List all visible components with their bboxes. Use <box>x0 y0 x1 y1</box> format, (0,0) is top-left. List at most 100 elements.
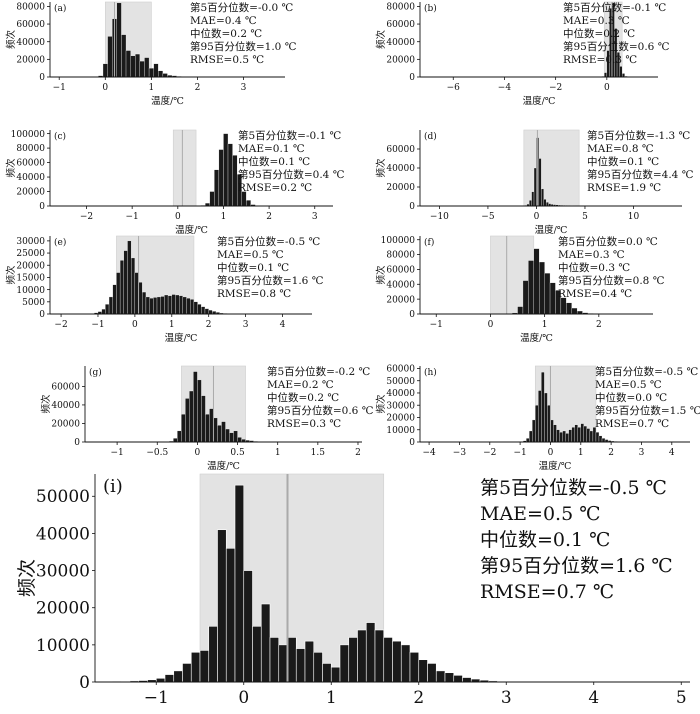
y-tick-label: 20000 <box>386 183 415 193</box>
histogram-bar <box>357 629 367 683</box>
y-tick-label: 25000 <box>16 249 45 259</box>
histogram-bar <box>586 428 591 443</box>
histogram-bar <box>252 625 262 683</box>
histogram-bar <box>533 248 540 315</box>
x-tick-label: 2 <box>355 448 361 458</box>
histogram-bar <box>158 70 164 78</box>
histogram-bar <box>218 149 224 207</box>
histogram-bar <box>142 291 147 315</box>
x-tick-label: 2 <box>195 83 201 93</box>
x-axis-label: 温度/℃ <box>151 95 184 107</box>
panel-label: (e) <box>54 237 66 248</box>
stat-line: MAE=0.3 ℃ <box>563 15 630 27</box>
x-tick-label: −4 <box>422 448 436 458</box>
histogram-bar <box>517 306 524 315</box>
y-tick-label: 40000 <box>386 280 415 290</box>
histogram-bar <box>462 677 472 683</box>
histogram-bar <box>595 432 600 443</box>
y-tick-label: 60000 <box>386 266 415 276</box>
stat-line: 第5百分位数=-0.0 ℃ <box>190 1 294 14</box>
histogram-bar <box>348 637 358 683</box>
y-tick-label: 20000 <box>386 414 415 424</box>
x-tick-label: 0 <box>548 448 554 458</box>
histogram-bar <box>559 432 563 443</box>
x-tick-label: 1 <box>169 320 175 330</box>
histogram-bar <box>102 63 108 78</box>
y-tick-label: 40000 <box>16 38 45 48</box>
histogram-bar <box>243 570 253 683</box>
histogram-bar <box>105 304 110 315</box>
y-tick-label: 10000 <box>386 426 415 436</box>
histogram-bar <box>427 663 437 683</box>
histogram-bar <box>622 73 625 78</box>
stat-line: 中位数=0.2 ℃ <box>190 27 262 40</box>
y-axis-label: 频次 <box>375 30 387 50</box>
panel-label: (h) <box>424 367 437 378</box>
x-tick-label: 3 <box>241 83 247 93</box>
histogram-bar <box>201 306 206 315</box>
histogram-bar <box>365 622 376 683</box>
y-tick-label: 0 <box>409 202 415 212</box>
histogram-bar <box>444 672 455 683</box>
histogram-bar <box>208 309 213 315</box>
y-tick-label: 20000 <box>16 261 45 271</box>
histogram-bar <box>121 34 127 78</box>
y-axis-label: 频次 <box>5 30 17 50</box>
histogram-bar <box>574 424 578 443</box>
histogram-bar <box>123 250 128 315</box>
histogram-bar <box>119 260 124 315</box>
stat-line: 第5百分位数=0.0 ℃ <box>558 235 658 248</box>
histogram-bar <box>199 650 210 683</box>
stat-line: 中位数=0.0 ℃ <box>595 391 667 404</box>
panel-label: (i) <box>103 476 123 497</box>
histogram-bar <box>197 379 202 443</box>
histogram-bar <box>541 371 545 443</box>
histogram-bar <box>221 421 226 443</box>
histogram-bar <box>453 675 463 683</box>
y-tick-label: 80000 <box>386 251 415 261</box>
histogram-bar <box>583 425 588 443</box>
x-tick-label: 10 <box>628 212 640 222</box>
y-tick-label: 40000 <box>386 164 415 174</box>
stat-line: 第95百分位数=0.6 ℃ <box>563 40 670 53</box>
histogram-bar <box>529 430 533 443</box>
histogram-bar <box>532 419 536 443</box>
histogram-bar <box>130 55 136 78</box>
panel-label: (b) <box>424 3 437 14</box>
stat-line: MAE=0.3 ℃ <box>558 249 625 261</box>
histogram-bar <box>601 438 606 443</box>
y-tick-label: 20000 <box>386 56 415 66</box>
stat-line: 第5百分位数=-0.2 ℃ <box>267 365 371 378</box>
y-tick-label: 10000 <box>16 286 45 296</box>
x-tick-label: −10 <box>430 212 449 222</box>
histogram-bar <box>127 240 132 315</box>
histogram-bar <box>229 432 234 443</box>
histogram-bar <box>217 425 222 443</box>
x-tick-label: −3 <box>453 448 467 458</box>
y-tick-label: 30000 <box>386 401 415 411</box>
histogram-bar <box>232 155 238 207</box>
histogram-bar <box>181 414 186 443</box>
histogram-bar <box>529 200 532 207</box>
histogram-bar <box>164 294 169 315</box>
histogram-bar <box>205 414 210 443</box>
stat-line: 中位数=0.2 ℃ <box>563 27 635 40</box>
panel-a <box>47 1 285 80</box>
y-tick-label: 40000 <box>386 389 415 399</box>
histogram-bar <box>400 644 411 683</box>
x-axis-label: 温度/℃ <box>207 460 240 472</box>
histogram-bar <box>116 2 122 78</box>
histogram-bar <box>209 191 215 207</box>
histogram-bar <box>374 629 385 683</box>
stat-line: MAE=0.5 ℃ <box>595 379 662 391</box>
panel-c <box>47 129 333 209</box>
histogram-bar <box>112 284 117 315</box>
histogram-bar <box>269 637 280 683</box>
y-tick-label: 40000 <box>36 524 90 544</box>
histogram-bar <box>604 72 607 78</box>
stat-line: RMSE=0.8 ℃ <box>217 288 291 300</box>
x-tick-label: 0 <box>195 448 201 458</box>
y-tick-label: 20000 <box>36 599 90 619</box>
histogram-bar <box>237 437 242 443</box>
stat-line: 第95百分位数=4.4 ℃ <box>587 168 694 181</box>
